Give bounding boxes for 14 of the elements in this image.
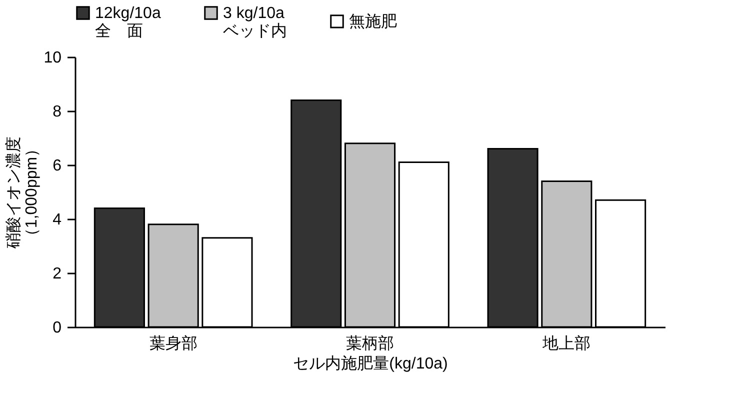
y-axis-title: 硝酸イオン濃度（1,000ppm）	[4, 136, 41, 250]
y-tick-label: 2	[52, 266, 62, 282]
y-tick-label: 4	[52, 212, 62, 228]
x-tick-label: 葉柄部	[346, 334, 394, 352]
x-axis-title: セル内施肥量(kg/10a)	[293, 354, 448, 372]
legend-label: 12kg/10a 全 面	[95, 5, 161, 40]
y-tick-label: 0	[52, 320, 62, 336]
x-tick-label: 葉身部	[149, 334, 198, 352]
legend-label: 3 kg/10a ベッド内	[223, 5, 287, 40]
y-tick-label: 8	[52, 104, 62, 120]
legend-label: 無施肥	[349, 12, 397, 30]
y-tick-label: 10	[44, 50, 62, 66]
x-tick-label: 地上部	[542, 334, 591, 352]
y-tick-label: 6	[52, 158, 62, 174]
